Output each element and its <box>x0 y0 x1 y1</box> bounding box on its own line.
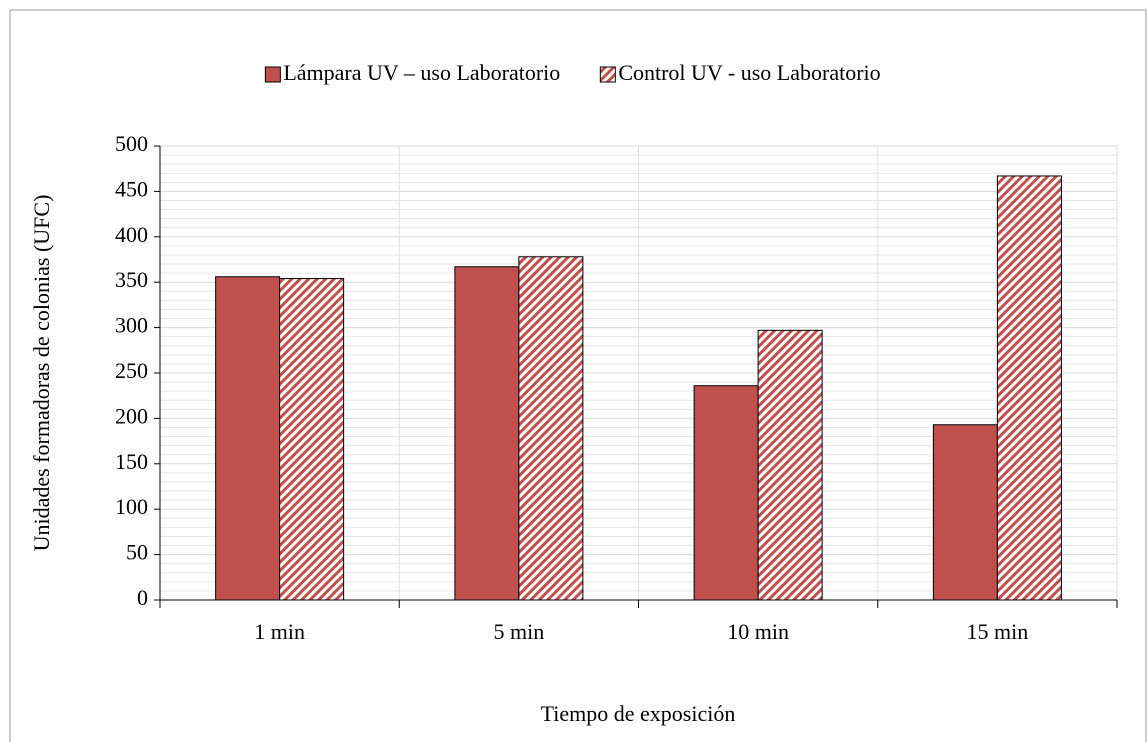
bar <box>932 424 998 601</box>
y-tick-label: 350 <box>115 267 148 292</box>
chart-frame <box>9 9 1147 742</box>
x-tick-label: 1 min <box>254 619 305 644</box>
bar <box>279 278 345 601</box>
bar <box>454 266 520 601</box>
legend-marker <box>264 66 281 83</box>
y-tick-label: 500 <box>115 131 148 156</box>
bar <box>215 276 281 601</box>
y-tick-label: 0 <box>137 585 148 610</box>
bar <box>757 329 823 601</box>
y-tick-label: 250 <box>115 358 148 383</box>
y-tick-label: 200 <box>115 403 148 428</box>
bar <box>693 385 759 601</box>
y-tick-label: 300 <box>115 313 148 338</box>
x-tick-label: 15 min <box>967 619 1029 644</box>
bar <box>996 175 1062 601</box>
legend-label: Lámpara UV – uso Laboratorio <box>283 60 560 85</box>
y-tick-label: 400 <box>115 222 148 247</box>
y-tick-label: 450 <box>115 176 148 201</box>
x-axis-title: Tiempo de exposición <box>541 701 736 726</box>
y-tick-label: 150 <box>115 449 148 474</box>
y-tick-label: 50 <box>126 540 148 565</box>
y-axis-title: Unidades formadoras de colonias (UFC) <box>29 195 54 552</box>
legend-marker <box>599 66 616 83</box>
bar <box>518 256 584 601</box>
y-tick-label: 100 <box>115 494 148 519</box>
x-tick-label: 5 min <box>494 619 545 644</box>
x-tick-label: 10 min <box>727 619 789 644</box>
legend-label: Control UV - uso Laboratorio <box>618 60 880 85</box>
